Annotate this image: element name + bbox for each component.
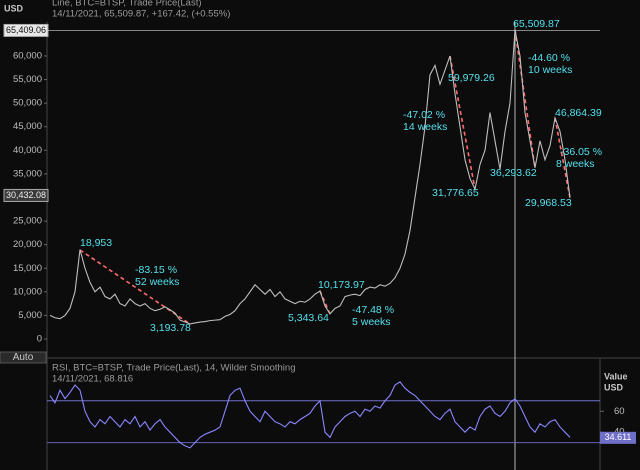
y-tick-label: 0 (37, 334, 42, 345)
annotation: 5 weeks (352, 316, 391, 328)
rsi-y-unit: USD (604, 382, 624, 392)
y-tick-label: 50,000 (13, 98, 42, 109)
y-tick-label: 40,000 (13, 145, 42, 156)
price-line (49, 381, 571, 449)
value-box-label: 30,432.08 (6, 190, 46, 200)
annotation: -36.05 % (560, 146, 602, 158)
annotation: 36,293.62 (490, 167, 537, 179)
rsi-y-label: Value (604, 371, 628, 381)
price-line (49, 29, 571, 325)
price-subheader: 14/11/2021, 65,509.87, +167.42, (+0.55%) (52, 9, 230, 20)
annotation: 18,953 (80, 237, 112, 249)
y-tick-label: 35,000 (13, 168, 42, 179)
annotation: 10,173.97 (318, 279, 365, 291)
annotation: 8 weeks (556, 158, 595, 170)
annotation: 14 weeks (403, 121, 447, 133)
annotation: 3,193.78 (150, 322, 191, 334)
y-tick-label: 25,000 (13, 216, 42, 227)
annotation: 31,776.65 (432, 187, 479, 199)
rsi-subheader: 14/11/2021, 68.816 (52, 374, 133, 385)
y-tick-label: 15,000 (13, 263, 42, 274)
annotation: 5,343.64 (288, 312, 329, 324)
y-tick-label: 5,000 (18, 310, 42, 321)
auto-button[interactable] (0, 351, 47, 364)
rsi-header: RSI, BTC=BTSP, Trade Price(Last), 14, Wi… (52, 363, 296, 374)
annotation: 10 weeks (528, 64, 572, 76)
value-box (3, 23, 49, 37)
value-box (600, 431, 636, 444)
y-tick-label: 20,000 (13, 239, 42, 250)
annotation: 65,509.87 (513, 18, 560, 30)
annotation: -47.02 % (403, 109, 445, 121)
price-header: Line, BTC=BTSP, Trade Price(Last) (52, 0, 202, 9)
value-box-label: 65,409.06 (6, 25, 46, 35)
y-tick-label: 60 (614, 406, 625, 417)
annotation: 52 weeks (135, 276, 179, 288)
y-tick-label: 55,000 (13, 74, 42, 85)
y-tick-label: 45,000 (13, 121, 42, 132)
annotation: 59,979.26 (448, 72, 495, 84)
annotation: -44.60 % (528, 52, 570, 64)
value-box-label: 34.611 (605, 432, 632, 442)
value-box (3, 188, 49, 202)
annotation: 46,864.39 (555, 107, 602, 119)
y-axis-label: USD (4, 3, 24, 13)
y-tick-label: 60,000 (13, 50, 42, 61)
annotation: -83.15 % (135, 264, 177, 276)
auto-button-label[interactable]: Auto (13, 352, 34, 363)
annotation: -47.48 % (352, 304, 394, 316)
y-tick-label: 10,000 (13, 286, 42, 297)
drawdown-lines (79, 29, 571, 325)
annotation: 29,968.53 (525, 197, 572, 209)
